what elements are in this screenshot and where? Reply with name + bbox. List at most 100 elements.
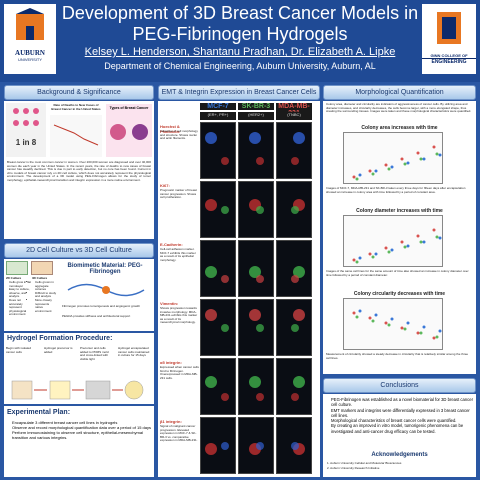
micrograph-art [291, 266, 305, 283]
micrograph-art [205, 199, 229, 214]
background-panel: 1 in 8 Rate of Deaths to New Cases of Br… [4, 101, 154, 239]
logo-art [16, 8, 44, 40]
icon [110, 124, 148, 140]
section-heading: Experimental Plan: [7, 409, 71, 416]
item: Cells grow in flat monolayer [9, 280, 31, 288]
row-text: Cell-cell adhesion marker. MCF-7 exhibit… [160, 247, 196, 262]
item: EMT markers and integrins were different… [331, 408, 474, 419]
chart-area [343, 132, 443, 184]
column-sub: (TNBC) [276, 112, 312, 120]
culture-panel: 2D Culture Cells grow in flat monolayerE… [4, 259, 154, 331]
section-heading: Background & Significance [4, 85, 154, 100]
item: Difficult to study and analyze [35, 291, 57, 299]
column-label: MCF-7 [200, 103, 236, 110]
item: By creating an improved in vitro model, … [331, 423, 474, 434]
micrograph-art [249, 442, 264, 455]
micrograph [276, 181, 312, 238]
micrograph-art [249, 376, 264, 401]
column-sub: (ER+, PR+) [200, 112, 236, 120]
step: Begin with isolated cancer cells [6, 346, 32, 354]
micrograph [200, 181, 236, 238]
row-text: Shows progression towards invasive morph… [160, 306, 198, 325]
right-logo: GINN COLLEGE OF ENGINEERING [422, 4, 476, 74]
row-label: Hoechst & Phalloidin: [160, 124, 181, 134]
section-heading: Conclusions [323, 378, 476, 393]
diagram-3d [31, 261, 53, 275]
micrograph-art [249, 309, 264, 332]
left-logo: AUBURN UNIVERSITY [4, 4, 56, 74]
section-heading: 2D Cell Culture vs 3D Cell Culture [4, 243, 154, 258]
micrograph-art [249, 266, 264, 283]
item: More closely represents native environme… [35, 298, 57, 313]
micrograph-art [291, 376, 305, 401]
section-heading: EMT & Integrin Expression in Breast Canc… [158, 85, 320, 100]
diagram-2d [6, 261, 28, 275]
micrograph [276, 417, 312, 474]
section-heading: Hydrogel Formation Procedure: [7, 335, 113, 342]
item: Easy to culture, observe, and analyze [9, 287, 31, 299]
micrograph [238, 181, 274, 238]
item: Observe and record morphological quantif… [12, 425, 151, 430]
chart-art [352, 228, 442, 264]
micrograph-art [291, 132, 305, 165]
micrograph [238, 358, 274, 415]
logo-text: UNIVERSITY [17, 57, 42, 62]
list: PEG-Fibrinogen was established as a nove… [326, 397, 474, 434]
micrograph-art [205, 376, 229, 401]
ack: 1. Auburn University Cellular and Molecu… [327, 461, 402, 465]
step: Precursor and cells added to PDMS mold a… [80, 346, 109, 361]
micrograph-art [291, 442, 305, 455]
title: Development of 3D Breast Cancer Models i… [61, 3, 419, 23]
caption: Images of the same cell lines for the sa… [326, 269, 469, 277]
chart-area [343, 298, 443, 350]
row-label: Vimentin: [160, 301, 179, 306]
list: Cells grown in aggregate coloniesDifficu… [30, 280, 57, 313]
row-label: Ki67: [160, 183, 170, 188]
column-label: SK-BR-3 [238, 103, 274, 110]
procedure-panel: Hydrogel Formation Procedure: Begin with… [4, 333, 154, 404]
morphology-panel: Colony area, diameter and circularity ar… [323, 101, 476, 374]
label: 2D Culture [6, 276, 22, 280]
item: Does not accurately represent physiologi… [9, 298, 31, 317]
chart-title: Rate of Deaths to New Cases of Breast Ca… [51, 103, 101, 111]
chart-title: Colony diameter increases with time [356, 208, 443, 214]
types-title: Types of Breast Cancer [109, 106, 149, 110]
micrograph [276, 122, 312, 179]
micrograph [238, 122, 274, 179]
row-text: Signal of malignant cancer progression. … [160, 424, 198, 443]
item: Morphological characteristics of breast … [331, 418, 474, 423]
step: Hydrogel encapsulated cancer cells maint… [118, 346, 150, 358]
title-block: Development of 3D Breast Cancer Models i… [60, 3, 420, 72]
item: PEG-Fibrinogen was established as a nove… [331, 397, 474, 408]
micrograph-art [205, 266, 229, 283]
text: PEGDA provides stiffness and architectur… [62, 314, 131, 318]
row-text: Prognostic marker of breast cancer progr… [160, 188, 197, 200]
row-label: β1 integrin: [160, 419, 182, 424]
list: Cells grow in flat monolayerEasy to cult… [4, 280, 31, 317]
list: Encapsulate 3 different breast cancer ce… [7, 420, 151, 440]
chart-title: Colony area increases with time [361, 125, 438, 131]
chart-art [352, 309, 442, 340]
molecule-art [67, 283, 145, 297]
caption: Images of MCF-7, MDA-MB-231 and SK-BR-3 … [326, 186, 466, 194]
icon [13, 108, 39, 126]
item: Encapsulate 3 different breast cancer ce… [12, 420, 151, 425]
chart-title: Colony circularity decreases with time [353, 291, 446, 297]
micrograph [238, 240, 274, 297]
step: Hydrogel precursor is added [44, 346, 73, 354]
caption: Measurement of circularity showed a stea… [326, 352, 469, 360]
column-sub: (HER2+) [238, 112, 274, 120]
micrograph-art [249, 199, 264, 214]
micrograph [276, 240, 312, 297]
micrograph [238, 299, 274, 356]
micrograph [276, 358, 312, 415]
authors: Kelsey L. Henderson, Shantanu Pradhan, D… [84, 46, 396, 58]
section-heading: Acknowledgements [371, 452, 428, 458]
stat: 1 in 8 [15, 138, 37, 147]
conclusions-panel: PEG-Fibrinogen was established as a nove… [323, 394, 476, 477]
material-title: Biomimetic Material: PEG-Fibrinogen [67, 263, 143, 275]
micrograph [238, 417, 274, 474]
logo-text: ENGINEERING [422, 58, 476, 65]
chart-art [50, 115, 102, 157]
